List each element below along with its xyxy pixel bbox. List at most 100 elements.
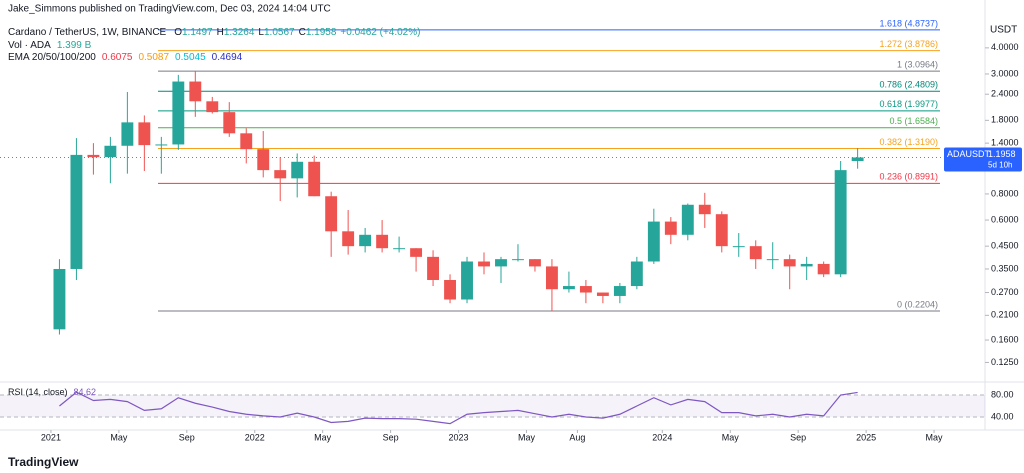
candle-body — [206, 101, 219, 113]
legend-symbol: Cardano / TetherUS, 1W, BINANCE O1.1497 H 1… — [8, 27, 420, 38]
candle-body — [478, 261, 490, 267]
candle-body — [240, 133, 253, 150]
fib-label: 0.5 (1.6584) — [889, 116, 938, 126]
price-tag-value: 1.1958 — [988, 149, 1016, 159]
x-tick-label: 2025 — [856, 432, 876, 442]
y-tick-label: 0.4500 — [991, 241, 1019, 251]
candle-body — [87, 154, 100, 158]
ohlc-label: O — [174, 27, 182, 38]
axis-unit: USDT — [990, 25, 1017, 36]
rsi-band — [0, 395, 985, 417]
rsi-tick-label: 80.00 — [991, 389, 1014, 399]
fib-label: 1 (3.0964) — [897, 59, 938, 69]
ohlc-value: 1.0567 — [264, 27, 295, 38]
candle-body — [766, 259, 779, 261]
x-tick-label: 2021 — [41, 432, 61, 442]
candle-body — [732, 246, 745, 248]
candle-body — [155, 144, 168, 146]
candle-body — [613, 286, 626, 296]
candle-body — [495, 259, 507, 267]
x-tick-label: May — [722, 432, 740, 442]
candle-body — [138, 122, 151, 146]
y-tick-label: 0.3500 — [991, 263, 1019, 273]
x-tick-label: Aug — [569, 432, 585, 442]
candle-body — [817, 263, 830, 275]
candle-body — [410, 248, 423, 257]
price-tag-countdown: 5d 10h — [988, 161, 1012, 170]
ohlc-change: +0.0462 (+4.02%) — [340, 27, 420, 38]
candle-body — [715, 214, 728, 247]
candle-body — [393, 248, 406, 250]
x-tick-label: Sep — [383, 432, 399, 442]
volume-label: Vol · ADA — [8, 40, 51, 51]
fib-label: 0.382 (1.3190) — [879, 137, 938, 147]
y-tick-label: 1.8000 — [991, 115, 1019, 125]
fib-label: 0.786 (2.4809) — [879, 80, 938, 90]
publisher: Jake_Simmons published on TradingView.co… — [8, 4, 331, 15]
candle-body — [596, 292, 609, 296]
x-tick-label: May — [314, 432, 332, 442]
candle-body — [257, 149, 270, 171]
x-tick-label: 2022 — [245, 432, 265, 442]
y-tick-label: 0.6000 — [991, 214, 1019, 224]
y-tick-label: 0.1600 — [991, 334, 1019, 344]
ohlc-label: L — [258, 27, 264, 38]
candle-body — [698, 204, 711, 215]
x-tick-label: May — [518, 432, 536, 442]
fib-label: 0 (0.2204) — [897, 299, 938, 309]
x-tick-label: 2024 — [652, 432, 672, 442]
candle-body — [342, 231, 355, 247]
fib-label: 1.272 (3.8786) — [879, 39, 938, 49]
candle-body — [308, 161, 321, 197]
candle-body — [291, 161, 304, 179]
candle-body — [851, 157, 864, 162]
candle-body — [562, 286, 575, 290]
volume-value: 1.399 B — [57, 40, 92, 51]
y-tick-label: 0.8000 — [991, 188, 1019, 198]
candle-body — [783, 259, 796, 267]
candle-body — [681, 204, 694, 235]
ohlc-value: 1.1497 — [182, 27, 213, 38]
candle-body — [444, 279, 456, 300]
candle-body — [121, 122, 134, 146]
candle-body — [70, 154, 83, 269]
price-tag-box — [944, 147, 1022, 172]
ohlc-value: 1.1958 — [306, 27, 337, 38]
ema-value: 0.6075 — [102, 52, 133, 63]
rsi-value: 84.62 — [74, 387, 97, 397]
y-tick-label: 4.0000 — [991, 42, 1019, 52]
price-tag-symbol: ADAUSDT — [947, 149, 991, 159]
candle-body — [834, 170, 847, 275]
candle-body — [189, 81, 202, 102]
candle-body — [647, 221, 660, 262]
x-tick-label: Sep — [179, 432, 195, 442]
legend-volume: Vol · ADA 1.399 B — [8, 40, 92, 51]
candle-body — [545, 266, 558, 290]
ohlc-label: H — [217, 27, 224, 38]
fib-label: 1.618 (4.8737) — [879, 18, 938, 28]
candle-body — [53, 268, 66, 330]
fib-label: 0.236 (0.8991) — [879, 172, 938, 182]
rsi-tick-label: 40.00 — [991, 411, 1014, 421]
rsi-line — [59, 391, 858, 425]
y-tick-label: 0.1250 — [991, 357, 1019, 367]
candle-body — [223, 112, 236, 134]
ema-value: 0.5087 — [138, 52, 169, 63]
candle-body — [529, 259, 541, 267]
rsi-legend: RSI (14, close) 84.62 — [8, 387, 96, 397]
y-tick-label: 0.2700 — [991, 287, 1019, 297]
symbol-name: Cardano / TetherUS, 1W, BINANCE — [8, 27, 167, 38]
ohlc-label: C — [299, 27, 306, 38]
candle-body — [172, 81, 185, 145]
ema-label: EMA 20/50/100/200 — [8, 52, 96, 63]
candle-body — [359, 234, 372, 247]
ema-value: 0.4694 — [212, 52, 243, 63]
fib-label: 0.618 (1.9977) — [879, 99, 938, 109]
footer-logo: TradingView — [8, 455, 79, 469]
candle-body — [800, 263, 813, 267]
x-tick-label: 2023 — [449, 432, 469, 442]
candle-body — [630, 261, 643, 287]
candle-body — [376, 234, 389, 249]
y-tick-label: 0.2100 — [991, 310, 1019, 320]
